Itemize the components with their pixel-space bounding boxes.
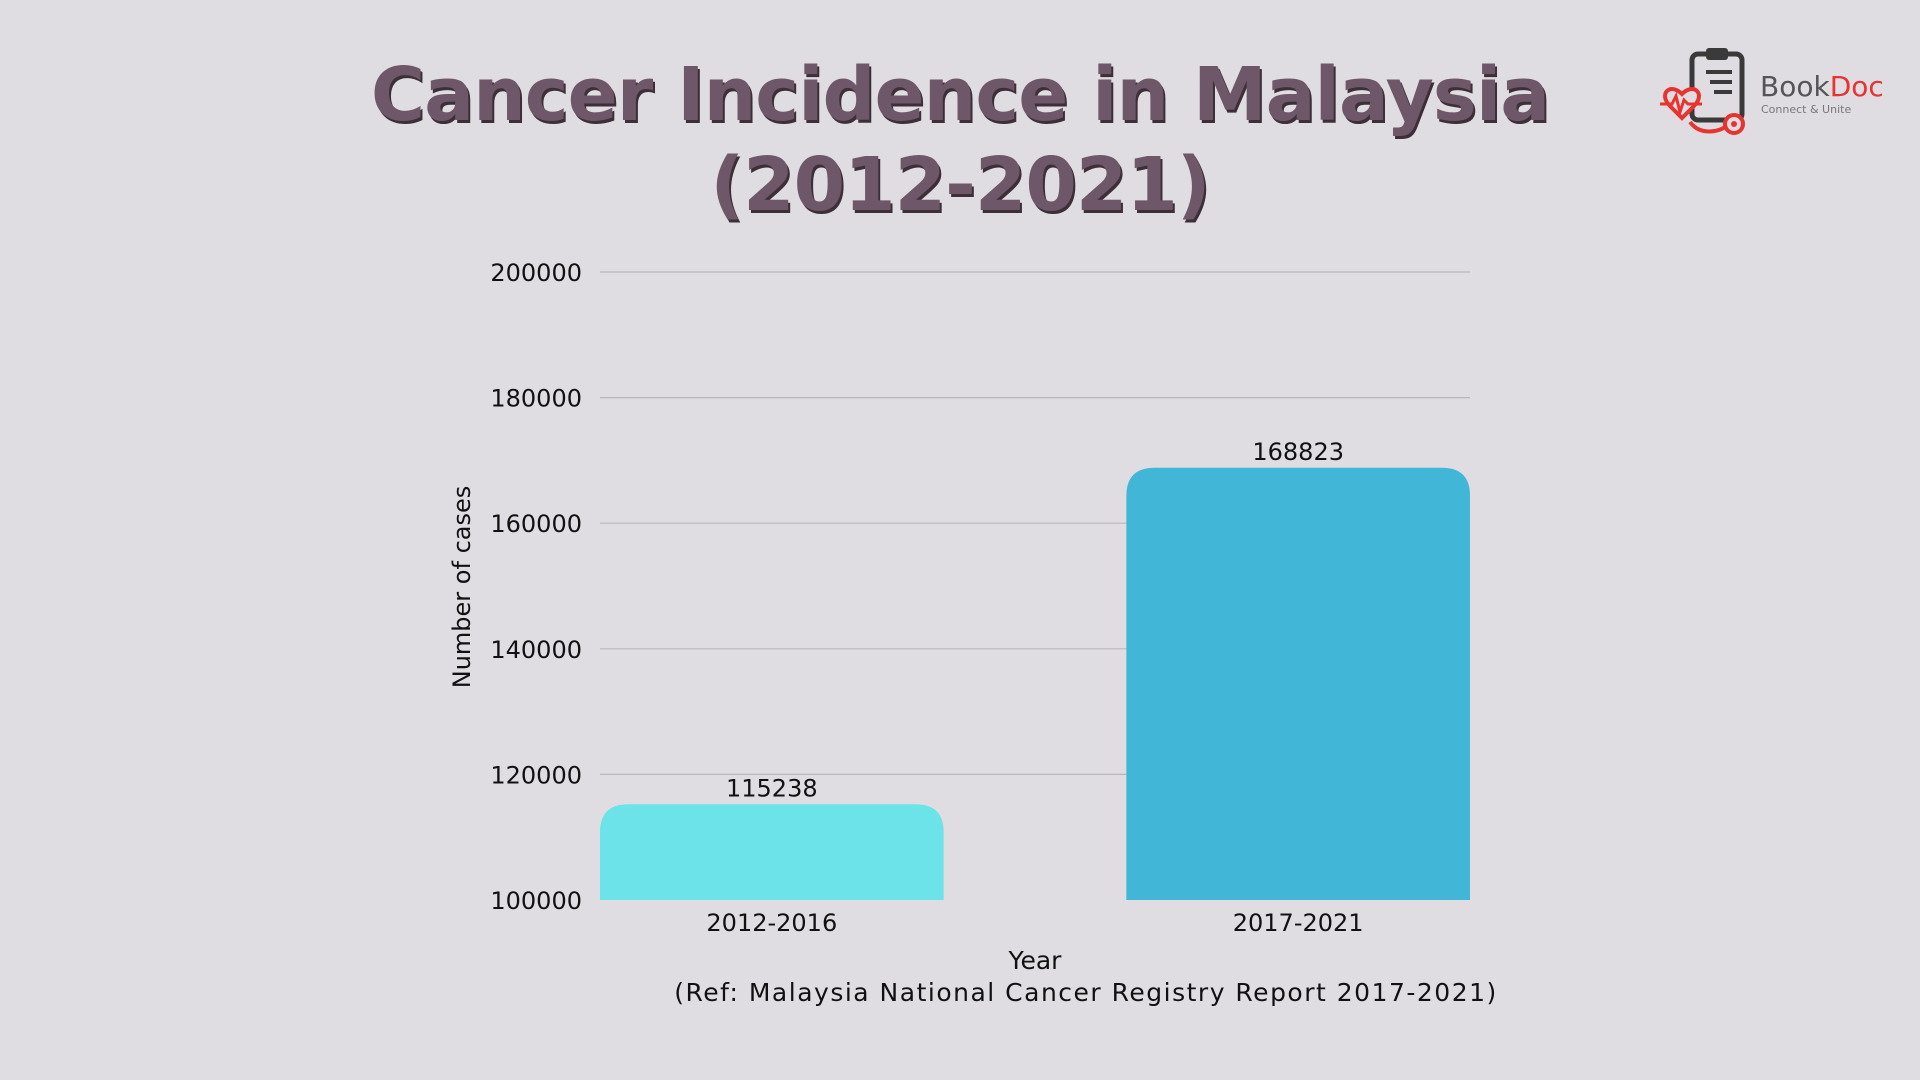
y-tick-label: 180000 xyxy=(490,385,582,413)
data-label: 168823 xyxy=(1252,438,1344,466)
logo-tagline: Connect & Unite xyxy=(1761,103,1852,116)
bars xyxy=(600,467,1470,900)
logo-name-doc: Doc xyxy=(1829,70,1884,103)
bar-2017-2021 xyxy=(1126,467,1470,900)
y-axis-label: Number of cases xyxy=(448,486,476,688)
logo-name: BookDoc xyxy=(1760,72,1884,102)
y-tick-label: 100000 xyxy=(490,887,582,915)
chart-title-line-2: (2012-2021) xyxy=(710,142,1210,228)
value-labels: 115238 168823 xyxy=(726,438,1344,803)
y-tick-label: 200000 xyxy=(490,259,582,287)
bookdoc-logo: BookDoc Connect & Unite xyxy=(1660,46,1900,138)
reference-note: (Ref: Malaysia National Cancer Registry … xyxy=(674,978,1498,1007)
bar-2012-2016 xyxy=(600,804,944,900)
chart-title: Cancer Incidence in Malaysia (2012-2021) xyxy=(300,50,1620,230)
data-label: 115238 xyxy=(726,774,818,802)
x-category-label: 2017-2021 xyxy=(1233,909,1364,937)
y-tick-label: 120000 xyxy=(490,761,582,789)
x-axis-categories: 2012-2016 2017-2021 xyxy=(706,909,1363,937)
y-tick-label: 140000 xyxy=(490,636,582,664)
logo-name-book: Book xyxy=(1760,70,1830,103)
x-category-label: 2012-2016 xyxy=(706,909,837,937)
chart-title-line-1: Cancer Incidence in Malaysia xyxy=(370,52,1550,138)
y-tick-label: 160000 xyxy=(490,510,582,538)
clipboard-heart-stethoscope-icon xyxy=(1660,48,1745,135)
y-axis-ticks: 100000 120000 140000 160000 180000 200000 xyxy=(490,259,582,915)
x-axis-label: Year xyxy=(1008,946,1063,975)
